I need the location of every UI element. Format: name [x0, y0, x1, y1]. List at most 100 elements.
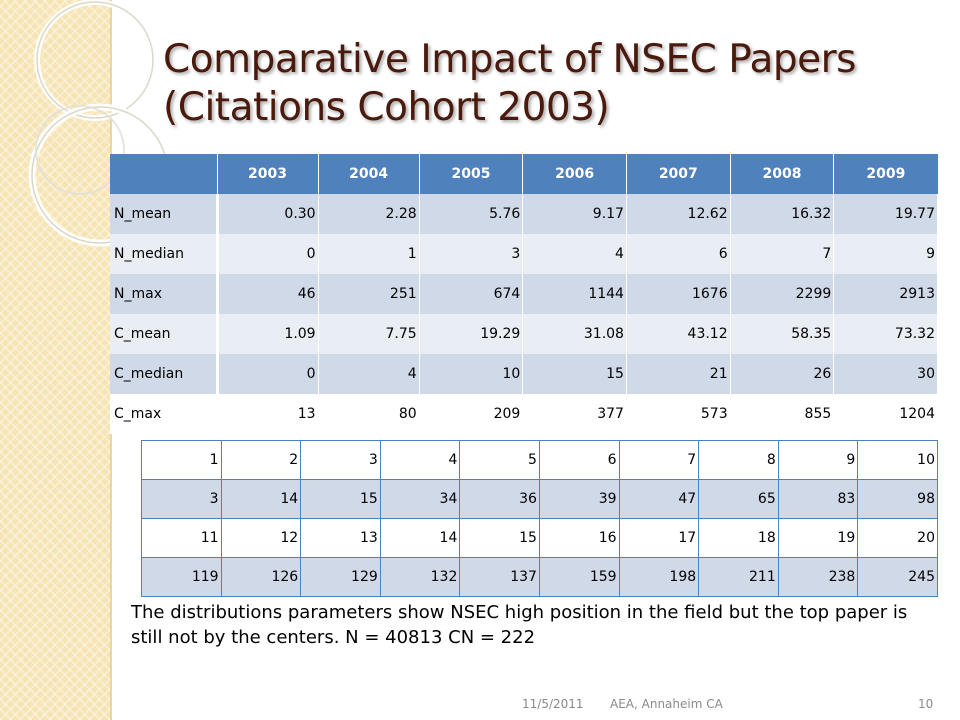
table-cell: 137	[459, 557, 540, 597]
year-header: 2005	[419, 154, 524, 194]
table-cell: 39	[538, 479, 620, 519]
table-cell: 159	[538, 557, 620, 597]
table-cell: 119	[141, 557, 222, 597]
table-row: 1 2 3 4 5 6 7 8 9 10	[141, 440, 938, 480]
table-cell: 3	[141, 479, 222, 519]
table-cell: 1	[318, 234, 420, 274]
table-cell: 10	[419, 354, 524, 394]
table-cell: 7	[618, 440, 700, 480]
year-header: 2007	[626, 154, 731, 194]
table-cell: 47	[618, 479, 700, 519]
table-row: N_max 46 251 674 1144 1676 2299 2913	[110, 274, 938, 314]
footer-event: AEA, Annaheim CA	[610, 697, 723, 711]
footer-date: 11/5/2011	[522, 697, 584, 711]
table-cell: 4	[379, 440, 461, 480]
table-cell: 34	[379, 479, 461, 519]
table-cell: 11	[141, 518, 222, 558]
table-row: C_max 13 80 209 377 573 855 1204	[110, 394, 938, 434]
table-cell: 12	[220, 518, 302, 558]
slide-title: Comparative Impact of NSEC Papers (Citat…	[163, 37, 857, 130]
table-cell: 46	[217, 274, 319, 314]
table-cell: 1144	[522, 274, 627, 314]
year-header: 2009	[833, 154, 938, 194]
table-cell: 1676	[626, 274, 731, 314]
table-cell: 2.28	[318, 194, 420, 234]
table-cell: 674	[419, 274, 524, 314]
table-cell: 2913	[833, 274, 938, 314]
table-cell: 209	[419, 394, 524, 434]
row-label: N_median	[110, 234, 219, 274]
summary-note: The distributions parameters show NSEC h…	[131, 602, 908, 648]
table-cell: 15	[300, 479, 381, 519]
table-cell: 9	[833, 234, 938, 274]
table-cell: 15	[459, 518, 540, 558]
table-cell: 80	[318, 394, 420, 434]
table-cell: 12.62	[626, 194, 731, 234]
table-row: C_median 0 4 10 15 21 26 30	[110, 354, 938, 394]
table-cell: 1204	[833, 394, 938, 434]
table-cell: 5	[459, 440, 540, 480]
table-cell: 7.75	[318, 314, 420, 354]
table-cell: 9.17	[522, 194, 627, 234]
row-label: N_max	[110, 274, 219, 314]
table-cell: 65	[698, 479, 779, 519]
table-cell: 6	[538, 440, 620, 480]
year-header: 2003	[217, 154, 319, 194]
stats-corner-cell	[110, 154, 218, 194]
table-cell: 2299	[730, 274, 835, 314]
table-cell: 3	[300, 440, 381, 480]
table-cell: 8	[698, 440, 779, 480]
table-cell: 132	[379, 557, 461, 597]
table-row: 11 12 13 14 15 16 17 18 19 20	[141, 518, 938, 558]
table-cell: 0.30	[217, 194, 319, 234]
table-cell: 10	[857, 440, 938, 480]
table-cell: 211	[698, 557, 779, 597]
table-cell: 21	[626, 354, 731, 394]
table-cell: 855	[730, 394, 835, 434]
table-cell: 3	[419, 234, 524, 274]
table-cell: 2	[220, 440, 302, 480]
table-cell: 14	[220, 479, 302, 519]
table-cell: 19	[777, 518, 859, 558]
table-cell: 126	[220, 557, 302, 597]
table-cell: 198	[618, 557, 700, 597]
stats-header-row: 2003 2004 2005 2006 2007 2008 2009	[110, 154, 938, 194]
table-cell: 31.08	[522, 314, 627, 354]
year-header: 2006	[522, 154, 627, 194]
row-label: C_mean	[110, 314, 219, 354]
table-cell: 4	[522, 234, 627, 274]
table-cell: 16	[538, 518, 620, 558]
table-cell: 1	[141, 440, 222, 480]
table-cell: 245	[857, 557, 938, 597]
table-cell: 13	[300, 518, 381, 558]
table-cell: 7	[730, 234, 835, 274]
row-label: C_median	[110, 354, 219, 394]
table-cell: 4	[318, 354, 420, 394]
table-cell: 0	[217, 354, 319, 394]
table-row: C_mean 1.09 7.75 19.29 31.08 43.12 58.35…	[110, 314, 938, 354]
rank-table: 1 2 3 4 5 6 7 8 9 10 3 14 15 34 36 39 47…	[141, 440, 938, 597]
table-cell: 36	[459, 479, 540, 519]
table-cell: 16.32	[730, 194, 835, 234]
table-cell: 98	[857, 479, 938, 519]
table-cell: 73.32	[833, 314, 938, 354]
table-cell: 30	[833, 354, 938, 394]
table-cell: 43.12	[626, 314, 731, 354]
table-cell: 15	[522, 354, 627, 394]
table-cell: 6	[626, 234, 731, 274]
table-cell: 83	[777, 479, 859, 519]
stats-table: 2003 2004 2005 2006 2007 2008 2009 N_mea…	[110, 154, 938, 434]
table-cell: 20	[857, 518, 938, 558]
year-header: 2004	[318, 154, 420, 194]
table-cell: 238	[777, 557, 859, 597]
table-cell: 573	[626, 394, 731, 434]
table-row: 3 14 15 34 36 39 47 65 83 98	[141, 479, 938, 519]
table-cell: 19.29	[419, 314, 524, 354]
table-cell: 17	[618, 518, 700, 558]
row-label: C_max	[110, 394, 219, 434]
table-cell: 5.76	[419, 194, 524, 234]
table-cell: 14	[379, 518, 461, 558]
table-cell: 0	[217, 234, 319, 274]
table-row: N_median 0 1 3 4 6 7 9	[110, 234, 938, 274]
table-cell: 9	[777, 440, 859, 480]
